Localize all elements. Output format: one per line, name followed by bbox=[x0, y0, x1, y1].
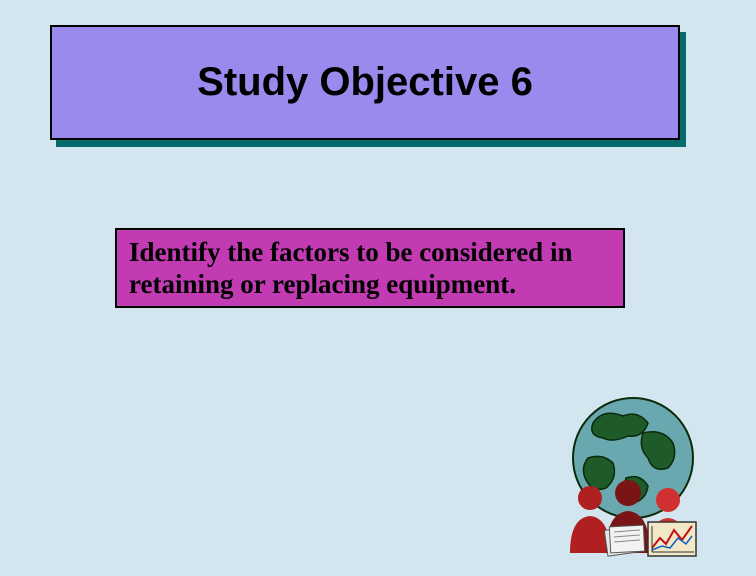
title-box: Study Objective 6 bbox=[50, 25, 680, 140]
body-text: Identify the factors to be considered in… bbox=[129, 236, 611, 301]
globe-people-chart-icon bbox=[548, 388, 718, 558]
body-box: Identify the factors to be considered in… bbox=[115, 228, 625, 308]
title-text: Study Objective 6 bbox=[197, 60, 533, 105]
